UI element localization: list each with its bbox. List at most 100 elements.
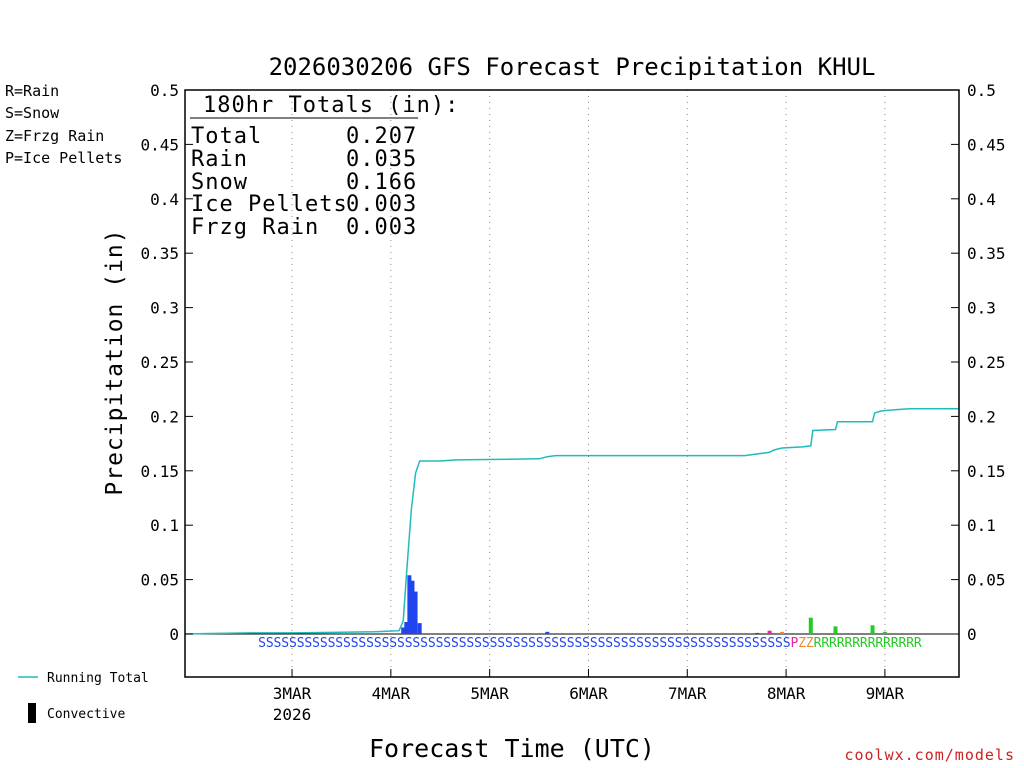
totals-value-snow: 0.166 (346, 170, 417, 195)
ptype-marker: R (891, 636, 899, 651)
y-tick-label-left: 0.4 (150, 190, 179, 209)
y-tick-label-right: 0.3 (967, 299, 996, 318)
ptype-marker: R (914, 636, 922, 651)
y-tick-label-right: 0.15 (967, 462, 1006, 481)
y-tick-label-right: 0.4 (967, 190, 996, 209)
precip-bar (767, 630, 772, 634)
ptype-marker: S (628, 636, 636, 651)
ptype-marker: S (652, 636, 660, 651)
running-total-line (184, 408, 959, 635)
y-tick-label-right: 0.2 (967, 407, 996, 426)
precip-bar (808, 617, 813, 634)
ptype-marker: S (736, 636, 744, 651)
series-legend: Running Total Convective (18, 671, 149, 723)
precip-bar (401, 627, 406, 634)
ptype-marker: S (644, 636, 652, 651)
precip-bar (833, 626, 838, 634)
x-tick-label: 9MAR (866, 684, 905, 703)
ptype-marker: S (297, 636, 305, 651)
legend-convective-swatch (28, 703, 36, 723)
ptype-marker: S (636, 636, 644, 651)
ptype-marker: R (883, 636, 891, 651)
x-axis-title: Forecast Time (UTC) (369, 734, 655, 763)
ptype-marker: S (428, 636, 436, 651)
x-tick-sublabel: 2026 (273, 705, 312, 724)
ptype-marker: S (706, 636, 714, 651)
ptype-marker: S (412, 636, 420, 651)
ptype-marker: S (551, 636, 559, 651)
ptype-marker: S (482, 636, 490, 651)
ptype-marker: R (906, 636, 914, 651)
totals-value-rain: 0.035 (346, 147, 417, 172)
ptype-marker: S (490, 636, 498, 651)
totals-label-frzg-rain: Frzg Rain (191, 215, 319, 240)
ptype-marker: S (598, 636, 606, 651)
y-tick-label-left: 0.15 (140, 462, 179, 481)
totals-label-total: Total (191, 124, 262, 149)
ptype-marker: S (351, 636, 359, 651)
y-tick-label-right: 0.25 (967, 353, 1006, 372)
ptype-marker: S (382, 636, 390, 651)
ptype-marker: S (513, 636, 521, 651)
ptype-marker: S (397, 636, 405, 651)
ptype-marker: S (374, 636, 382, 651)
ptype-marker: Z (806, 636, 814, 651)
ptype-marker: S (304, 636, 312, 651)
plot-frame (184, 89, 960, 678)
ptype-marker: S (659, 636, 667, 651)
precip-bar (870, 625, 875, 634)
ptype-marker: S (605, 636, 613, 651)
y-tick-label-left: 0.05 (140, 571, 179, 590)
totals-value-total: 0.207 (346, 124, 417, 149)
ptype-marker: S (436, 636, 444, 651)
ptype-marker: S (783, 636, 791, 651)
ptype-marker: S (690, 636, 698, 651)
ptype-marker: R (844, 636, 852, 651)
ptype-marker: S (613, 636, 621, 651)
x-tick-label: 6MAR (569, 684, 608, 703)
ptype-marker: S (474, 636, 482, 651)
ptype-marker: S (343, 636, 351, 651)
ptype-marker: S (567, 636, 575, 651)
ptype-marker: S (335, 636, 343, 651)
ptype-marker: S (590, 636, 598, 651)
ptype-marker: R (852, 636, 860, 651)
x-axis-ticks: 3MAR 2026 4MAR 5MAR 6MAR 7MAR 8MAR 9MAR (273, 669, 905, 724)
type-legend-frzg-rain: Z=Frzg Rain (5, 127, 104, 145)
ptype-marker: S (281, 636, 289, 651)
totals-value-frzg-rain: 0.003 (346, 215, 417, 240)
type-legend: R=Rain S=Snow Z=Frzg Rain P=Ice Pellets (5, 82, 122, 167)
y-tick-label-left: 0.2 (150, 407, 179, 426)
ptype-marker: S (320, 636, 328, 651)
ptype-marker: S (536, 636, 544, 651)
ptype-marker: P (790, 636, 798, 651)
x-tick-label: 4MAR (372, 684, 411, 703)
precip-bar (407, 575, 412, 634)
ptype-marker: S (744, 636, 752, 651)
precip-bar (545, 631, 550, 634)
y-tick-label-left: 0.25 (140, 353, 179, 372)
ptype-marker: S (528, 636, 536, 651)
precip-bar (404, 622, 409, 634)
ptype-marker: S (760, 636, 768, 651)
ptype-marker: R (875, 636, 883, 651)
y-tick-label-right: 0 (967, 625, 977, 644)
ptype-marker: S (451, 636, 459, 651)
ptype-marker: S (389, 636, 397, 651)
ptype-marker: S (775, 636, 783, 651)
ptype-marker: S (358, 636, 366, 651)
ptype-marker: R (860, 636, 868, 651)
y-tick-label-right: 0.1 (967, 516, 996, 535)
totals-box: 180hr Totals (in): Total 0.207 Rain 0.03… (190, 93, 459, 240)
totals-header: 180hr Totals (in): (203, 93, 459, 118)
ptype-marker: S (582, 636, 590, 651)
type-legend-ice-pellets: P=Ice Pellets (5, 149, 122, 167)
precip-bar (755, 632, 760, 634)
y-tick-label-left: 0 (169, 625, 179, 644)
y-tick-label-right: 0.45 (967, 135, 1006, 154)
type-legend-snow: S=Snow (5, 104, 60, 122)
grid-lines (185, 90, 959, 677)
ptype-marker: S (420, 636, 428, 651)
x-tick-label: 7MAR (668, 684, 707, 703)
ptype-marker: S (258, 636, 266, 651)
